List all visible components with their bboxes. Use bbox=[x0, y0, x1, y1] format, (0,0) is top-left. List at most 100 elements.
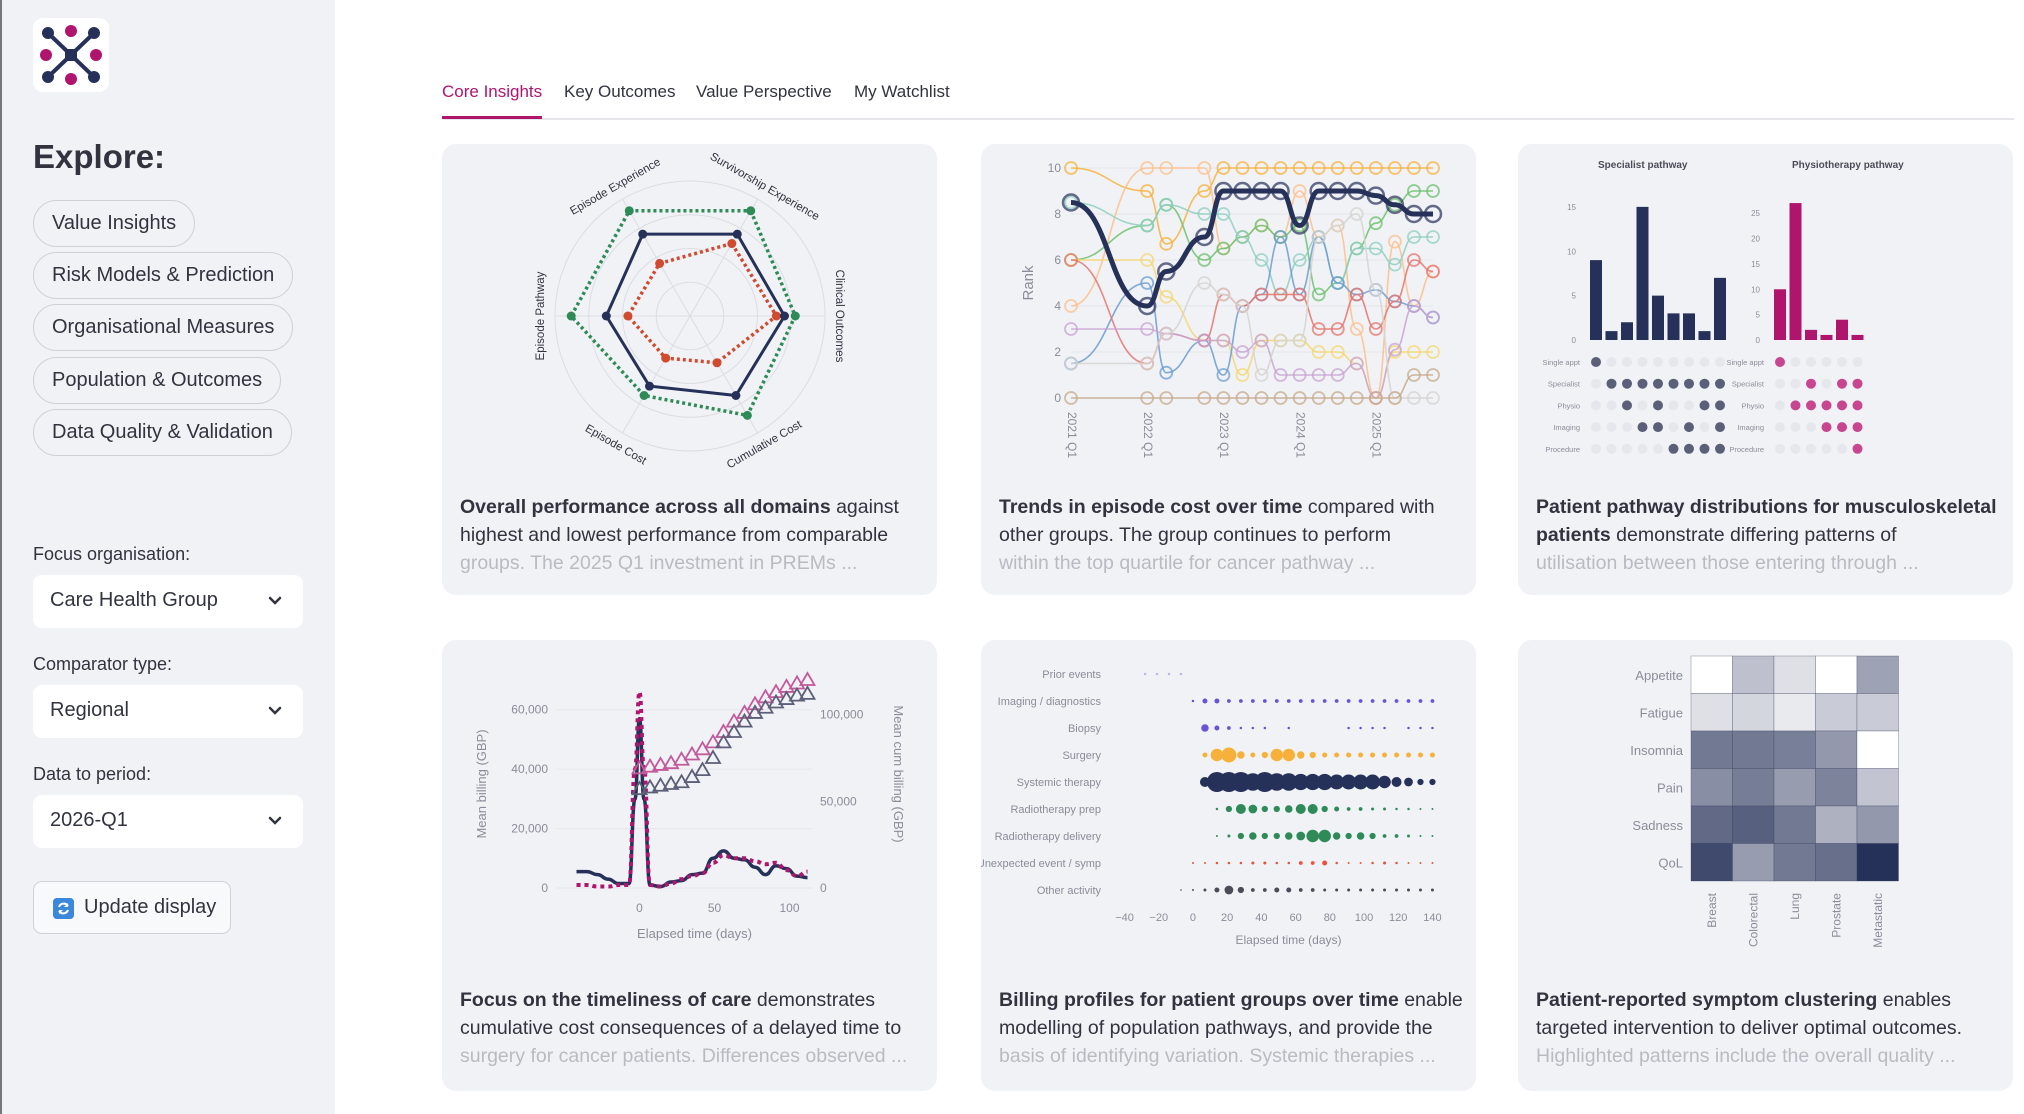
event-dot bbox=[1345, 832, 1352, 840]
event-dot bbox=[1248, 804, 1258, 814]
event-dot bbox=[1347, 862, 1350, 864]
rank-point bbox=[1137, 296, 1157, 316]
event-dot bbox=[1191, 699, 1195, 703]
rank-point bbox=[1235, 368, 1250, 382]
tab-core-insights[interactable]: Core Insights bbox=[442, 82, 543, 101]
matrix-dot bbox=[1684, 378, 1694, 389]
event-dot bbox=[1309, 751, 1316, 759]
event-dot bbox=[1394, 699, 1399, 703]
y-tick-label: 10 bbox=[1751, 285, 1760, 294]
heatmap-cell bbox=[1690, 655, 1733, 694]
event-dot bbox=[1261, 751, 1268, 759]
card-billing-profiles[interactable]: Prior events Imaging / diagnostics Biopsy S… bbox=[981, 640, 1476, 1091]
rank-point bbox=[1140, 218, 1155, 233]
event-dot bbox=[1191, 862, 1194, 864]
caption-text: against highest and lowest performance f… bbox=[460, 496, 899, 546]
chevron-down-icon bbox=[268, 816, 282, 825]
y-tick-label: 15 bbox=[1567, 203, 1576, 212]
event-dot bbox=[1285, 832, 1293, 840]
event-dot bbox=[1382, 834, 1387, 838]
event-dot bbox=[1227, 861, 1231, 865]
focus-org-value: Care Health Group bbox=[50, 589, 218, 611]
card-rank-trends[interactable]: 0 2 4 6 8 10 Rank 2021 Q1 2022 Q1 2023 Q1 2024 Q1 2… bbox=[981, 144, 1476, 595]
card-symptom-clustering[interactable]: Appetite Fatigue Insomnia Pain Sadness QoL Bre… bbox=[1518, 640, 2013, 1091]
category-label: Biopsy bbox=[1068, 723, 1102, 735]
matrix-dot bbox=[1622, 422, 1632, 433]
card-timeliness[interactable]: 0 20,000 40,000 60,000 0 50,000 100,000 0 50 100 E… bbox=[442, 640, 937, 1091]
rank-point bbox=[1254, 287, 1269, 302]
matrix-row-label: Single appt bbox=[1726, 358, 1764, 367]
rank-point bbox=[1273, 287, 1288, 302]
tab-value-perspective[interactable]: Value Perspective bbox=[696, 82, 832, 101]
event-dot bbox=[1395, 807, 1398, 811]
tab-my-watchlist[interactable]: My Watchlist bbox=[854, 82, 950, 101]
event-dot bbox=[1298, 861, 1303, 865]
tab-key-outcomes[interactable]: Key Outcomes bbox=[564, 82, 676, 101]
heatmap-col-label: Lung bbox=[1788, 893, 1802, 920]
radar-axis-label: Survivorship Experience bbox=[708, 151, 821, 223]
radar-point bbox=[638, 229, 648, 239]
rank-point bbox=[1292, 218, 1307, 233]
event-dot bbox=[1295, 804, 1306, 814]
rank-point bbox=[1273, 161, 1288, 175]
rank-point bbox=[1387, 161, 1402, 175]
comparator-select[interactable]: Regional bbox=[33, 685, 303, 738]
radar-axis-label: Episode Cost bbox=[583, 423, 649, 468]
caption-bold: Trends in episode cost over time bbox=[999, 496, 1303, 518]
event-dot bbox=[1383, 888, 1387, 892]
matrix-dot bbox=[1775, 400, 1785, 411]
nav-risk-models[interactable]: Risk Models & Prediction bbox=[33, 252, 294, 299]
radar-point bbox=[742, 410, 752, 420]
rank-point bbox=[1140, 356, 1155, 371]
period-select[interactable]: 2026-Q1 bbox=[33, 795, 303, 848]
event-dot bbox=[1406, 699, 1411, 703]
sidebar: Explore: Value Insights Risk Models & Pr… bbox=[0, 0, 335, 1114]
matrix-dot bbox=[1668, 400, 1679, 411]
rank-point bbox=[1330, 322, 1345, 336]
rank-point bbox=[1330, 368, 1345, 382]
nav-value-insights[interactable]: Value Insights bbox=[33, 200, 196, 247]
matrix-dot bbox=[1790, 400, 1801, 411]
event-dot bbox=[1431, 808, 1434, 810]
rank-point bbox=[1233, 181, 1252, 201]
matrix-dot bbox=[1837, 357, 1847, 367]
update-display-button[interactable]: Update display bbox=[33, 881, 231, 934]
explore-heading: Explore: bbox=[33, 138, 166, 175]
nav-population-outcomes[interactable]: Population & Outcomes bbox=[33, 357, 282, 404]
matrix-dot bbox=[1637, 357, 1648, 367]
radar-point bbox=[780, 311, 789, 321]
rank-point bbox=[1140, 161, 1155, 175]
rank-point bbox=[1407, 230, 1421, 244]
event-dot bbox=[1347, 888, 1351, 892]
category-label: Imaging / diagnostics bbox=[998, 696, 1102, 708]
matrix-dot bbox=[1637, 400, 1648, 411]
matrix-row-label: Specialist bbox=[1548, 380, 1581, 389]
matrix-dot bbox=[1775, 422, 1785, 433]
bar bbox=[1683, 313, 1695, 340]
nav-organisational-measures[interactable]: Organisational Measures bbox=[33, 304, 294, 351]
rank-point bbox=[1140, 184, 1155, 198]
rank-point bbox=[1140, 322, 1155, 336]
logo[interactable] bbox=[33, 18, 109, 92]
rank-point bbox=[1426, 310, 1440, 325]
rank-point bbox=[1140, 391, 1155, 405]
y2-tick-label: 100,000 bbox=[820, 708, 864, 722]
y-tick-label: 2 bbox=[1054, 345, 1061, 359]
event-dot bbox=[1334, 699, 1339, 703]
focus-org-select[interactable]: Care Health Group bbox=[33, 575, 303, 628]
card-radar[interactable]: Survivorship Experience Clinical Outcomes… bbox=[442, 144, 937, 595]
event-dot bbox=[1275, 861, 1279, 865]
cum-billing-marker bbox=[798, 685, 817, 700]
radar-point bbox=[566, 311, 576, 321]
network-logo-icon bbox=[40, 25, 102, 85]
rank-point bbox=[1407, 253, 1421, 267]
rank-point bbox=[1426, 391, 1440, 405]
heatmap-cell bbox=[1815, 768, 1858, 807]
rank-point bbox=[1423, 204, 1443, 224]
matrix-dot bbox=[1606, 422, 1617, 433]
card-pathways[interactable]: Specialist pathway 0 5 10 15 Single appt Speci… bbox=[1518, 144, 2013, 595]
x-tick-label: 40 bbox=[1255, 912, 1267, 924]
nav-data-quality[interactable]: Data Quality & Validation bbox=[33, 409, 292, 456]
event-dot bbox=[1395, 888, 1399, 892]
y-tick-label: 8 bbox=[1054, 207, 1061, 221]
